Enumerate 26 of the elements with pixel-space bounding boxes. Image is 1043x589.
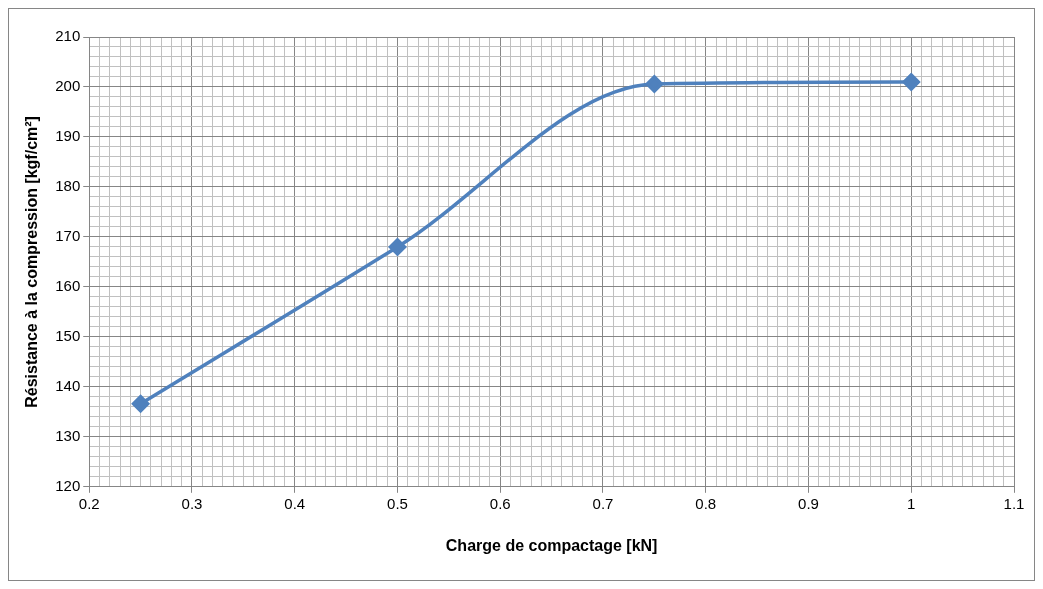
- x-tick-label: 0.6: [489, 494, 511, 512]
- y-tick-label: 210: [55, 27, 81, 45]
- point: [645, 75, 664, 93]
- x-tick-label: 0.7: [592, 494, 614, 512]
- x-tick-label: 0.3: [181, 494, 203, 512]
- point: [131, 395, 150, 413]
- x-tick-label: 0.5: [387, 494, 408, 512]
- x-tick-label: 0.2: [78, 494, 100, 512]
- y-tick-label: 120: [55, 476, 81, 494]
- point: [902, 73, 920, 91]
- x-tick-label: 0.8: [695, 494, 717, 512]
- x-tick-label: 0.9: [798, 494, 819, 512]
- y-tick-label: 180: [55, 177, 81, 195]
- y-tick-label: 170: [55, 227, 81, 245]
- x-axis-title: Charge de compactage [kN]: [445, 536, 658, 554]
- point: [388, 238, 407, 256]
- x-tick-label: 1: [907, 494, 916, 512]
- y-tick-label: 190: [55, 127, 81, 145]
- y-tick-label: 150: [55, 327, 81, 345]
- x-tick-label: 1.1: [1003, 494, 1025, 512]
- y-tick-label: 130: [55, 426, 81, 444]
- y-axis-title: Résistance à la compression [kgf/cm²]: [23, 116, 41, 408]
- y-tick-label: 200: [55, 77, 81, 95]
- y-tick-label: 160: [55, 277, 81, 295]
- y-tick-label: 140: [55, 376, 81, 394]
- x-tick-label: 0.4: [284, 494, 306, 512]
